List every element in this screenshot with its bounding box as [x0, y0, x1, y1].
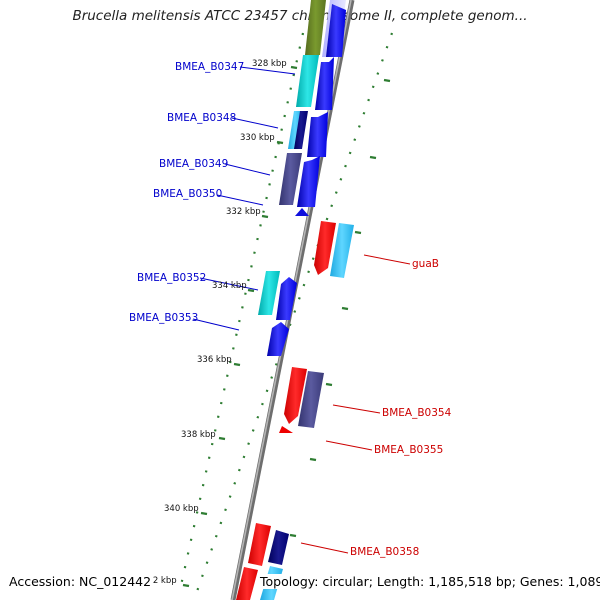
map-title: Brucella melitensis ATCC 23457 chromosom… [72, 8, 528, 24]
gene-label-bmea-b0350: BMEA_B0350 [153, 188, 223, 200]
gene-bmea-b0352 [258, 271, 280, 315]
gene-blue-b0349 [297, 156, 320, 207]
gene-bmea-b0354-slate [298, 371, 324, 428]
gene-blue-top [326, 4, 346, 57]
gene-label-bmea-b0355: BMEA_B0355 [374, 444, 444, 456]
tick-label-340: 340 kbp [164, 504, 199, 514]
gene-bmea-b0348-b [294, 111, 308, 149]
label-leader-lines [192, 66, 411, 554]
gene-bmea-b0349 [279, 153, 302, 205]
tick-label-342: 342 kbp [142, 576, 177, 586]
gene-label-bmea-b0352: BMEA_B0352 [137, 272, 207, 284]
gene-blue-b0353 [267, 322, 289, 356]
gene-label-guab: guaB [412, 258, 439, 270]
gene-blue-b0347 [315, 57, 334, 110]
accession-text: Accession: NC_012442 [9, 574, 154, 589]
tick-label-336: 336 kbp [197, 355, 232, 365]
gene-label-bmea-b0347: BMEA_B0347 [175, 61, 245, 73]
major-tick-marks [182, 65, 391, 588]
gene-blue-b0352 [276, 277, 297, 320]
genome-summary-text: Topology: circular; Length: 1,185,518 bp… [258, 574, 600, 589]
gene-bmea-b0347 [296, 55, 319, 107]
tick-label-330: 330 kbp [240, 133, 275, 143]
gene-label-bmea-b0349: BMEA_B0349 [159, 158, 229, 170]
gene-label-bmea-b0348: BMEA_B0348 [167, 112, 237, 124]
inner-genes [236, 0, 326, 600]
gene-label-bmea-b0354: BMEA_B0354 [382, 407, 452, 419]
outer-genes [279, 221, 354, 433]
tick-label-338: 338 kbp [181, 430, 216, 440]
tick-label-334: 334 kbp [212, 281, 247, 291]
gene-label-bmea-b0358: BMEA_B0358 [350, 546, 420, 558]
tick-label-328: 328 kbp [252, 59, 287, 69]
gene-bmea-b0355 [279, 426, 293, 433]
gene-red-inner-2 [236, 567, 258, 600]
gene-guab-lightblue [330, 223, 354, 278]
gene-bmea-b0354-red [284, 367, 307, 424]
gene-olive-top [305, 0, 326, 55]
gene-red-inner-1 [248, 523, 271, 566]
gene-label-bmea-b0353: BMEA_B0353 [129, 312, 199, 324]
tick-label-332: 332 kbp [226, 207, 261, 217]
gene-navy-bottom [268, 530, 289, 565]
gene-guab-red [314, 221, 336, 275]
gene-blue-b0350 [295, 208, 309, 216]
gene-blue-b0348 [307, 112, 328, 157]
